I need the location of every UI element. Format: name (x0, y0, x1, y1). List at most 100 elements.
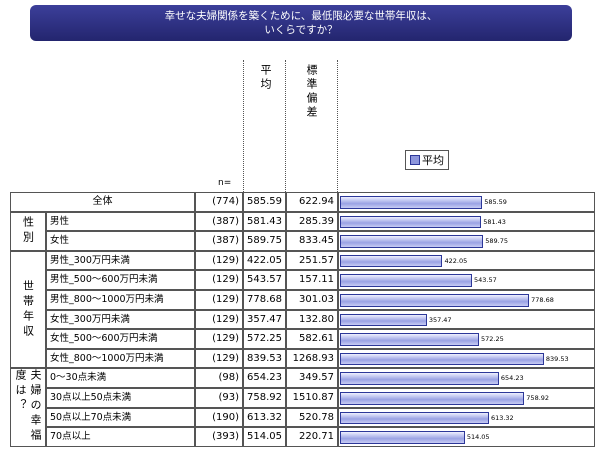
bar-value-label: 585.59 (484, 198, 507, 206)
bar-value-label: 589.75 (485, 237, 508, 246)
bar (340, 372, 499, 385)
bar-value-label: 839.53 (545, 354, 569, 363)
row-label: 全体 (10, 192, 195, 212)
n-cell: (129) (195, 309, 243, 330)
bar-value-label: 422.05 (444, 256, 468, 265)
bar-cell (338, 270, 595, 290)
n-cell: (129) (195, 329, 243, 349)
bar-value-label: 357.47 (428, 315, 452, 324)
header-frame (243, 60, 338, 192)
bar-value-label: 613.32 (490, 413, 514, 422)
std-cell: 349.57 (286, 368, 338, 388)
column-header: 平均 (259, 64, 272, 92)
std-cell: 582.61 (286, 329, 338, 349)
bar-cell (338, 427, 595, 447)
std-cell: 285.39 (286, 211, 338, 232)
row-label: 男性_500～600万円未満 (46, 270, 195, 290)
mean-cell: 422.05 (243, 250, 286, 271)
header-divider (285, 60, 286, 192)
bar (340, 411, 489, 425)
legend: 平均 (405, 150, 449, 170)
row-label: 女性_300万円未満 (46, 309, 195, 330)
bar (340, 215, 482, 229)
n-cell: (190) (195, 407, 243, 428)
bar-cell (338, 407, 595, 428)
title-box: 幸せな夫婦関係を築くために、最低限必要な世帯年収は、 いくらですか？ (30, 5, 572, 41)
bar-value-label: 778.68 (531, 296, 554, 304)
bar-value-label: 543.57 (474, 276, 497, 285)
bar-cell (338, 250, 595, 271)
std-cell: 251.57 (286, 250, 338, 271)
std-cell: 520.78 (286, 407, 338, 428)
std-cell: 1268.93 (286, 348, 338, 369)
mean-cell: 581.43 (243, 211, 286, 232)
std-cell: 622.94 (286, 192, 338, 212)
title-line: いくらですか？ (264, 24, 338, 36)
n-cell: (129) (195, 290, 243, 310)
row-label: 0～30点未満 (46, 368, 195, 388)
bar (340, 274, 472, 287)
bar-cell (338, 211, 595, 232)
bar-cell (338, 368, 595, 388)
row-label: 女性_800～1000万円未満 (46, 348, 195, 369)
n-cell: (387) (195, 231, 243, 251)
n-cell: (393) (195, 427, 243, 447)
row-label: 男性 (46, 211, 195, 232)
bar-cell (338, 231, 595, 251)
mean-cell: 543.57 (243, 270, 286, 290)
bar-value-label: 514.05 (466, 433, 490, 442)
mean-cell: 778.68 (243, 290, 286, 310)
bar-value-label: 654.23 (500, 374, 524, 383)
bar (340, 235, 484, 248)
bar (340, 294, 530, 307)
legend-swatch (410, 155, 420, 165)
mean-cell: 589.75 (243, 231, 286, 251)
bar-value-label: 581.43 (483, 217, 506, 226)
bar (340, 313, 427, 327)
bar (340, 431, 465, 444)
n-cell: (129) (195, 270, 243, 290)
row-label: 30点以上50点未満 (46, 388, 195, 408)
mean-cell: 613.32 (243, 407, 286, 428)
mean-cell: 839.53 (243, 348, 286, 369)
row-label: 女性_500～600万円未満 (46, 329, 195, 349)
mean-cell: 514.05 (243, 427, 286, 447)
column-header: 標準偏差 (305, 64, 318, 120)
row-label: 男性_800～1000万円未満 (46, 290, 195, 310)
row-label: 男性_300万円未満 (46, 250, 195, 271)
bar (340, 352, 544, 366)
row-label: 70点以上 (46, 427, 195, 447)
bar (340, 333, 479, 346)
bar-cell (338, 309, 595, 330)
std-cell: 220.71 (286, 427, 338, 447)
bar-value-label: 758.92 (526, 394, 550, 402)
group-label: 世帯年収 (10, 250, 46, 369)
std-cell: 833.45 (286, 231, 338, 251)
bar (340, 196, 483, 209)
n-cell: (93) (195, 388, 243, 408)
mean-cell: 357.47 (243, 309, 286, 330)
bar-value-label: 572.25 (480, 335, 504, 344)
bar (340, 254, 443, 268)
mean-cell: 572.25 (243, 329, 286, 349)
legend-label: 平均 (422, 154, 444, 167)
bar-cell (338, 329, 595, 349)
mean-cell: 758.92 (243, 388, 286, 408)
group-label: 夫婦の幸福度は？ (10, 368, 46, 447)
n-cell: (774) (195, 192, 243, 212)
bar-cell (338, 290, 595, 310)
row-label: 女性 (46, 231, 195, 251)
std-cell: 301.03 (286, 290, 338, 310)
n-cell: (129) (195, 250, 243, 271)
std-cell: 157.11 (286, 270, 338, 290)
mean-cell: 654.23 (243, 368, 286, 388)
n-cell: (387) (195, 211, 243, 232)
bar (340, 392, 525, 405)
row-label: 50点以上70点未満 (46, 407, 195, 428)
std-cell: 1510.87 (286, 388, 338, 408)
title-line: 幸せな夫婦関係を築くために、最低限必要な世帯年収は、 (164, 10, 438, 22)
bar-cell (338, 192, 595, 212)
mean-cell: 585.59 (243, 192, 286, 212)
n-cell: (98) (195, 368, 243, 388)
